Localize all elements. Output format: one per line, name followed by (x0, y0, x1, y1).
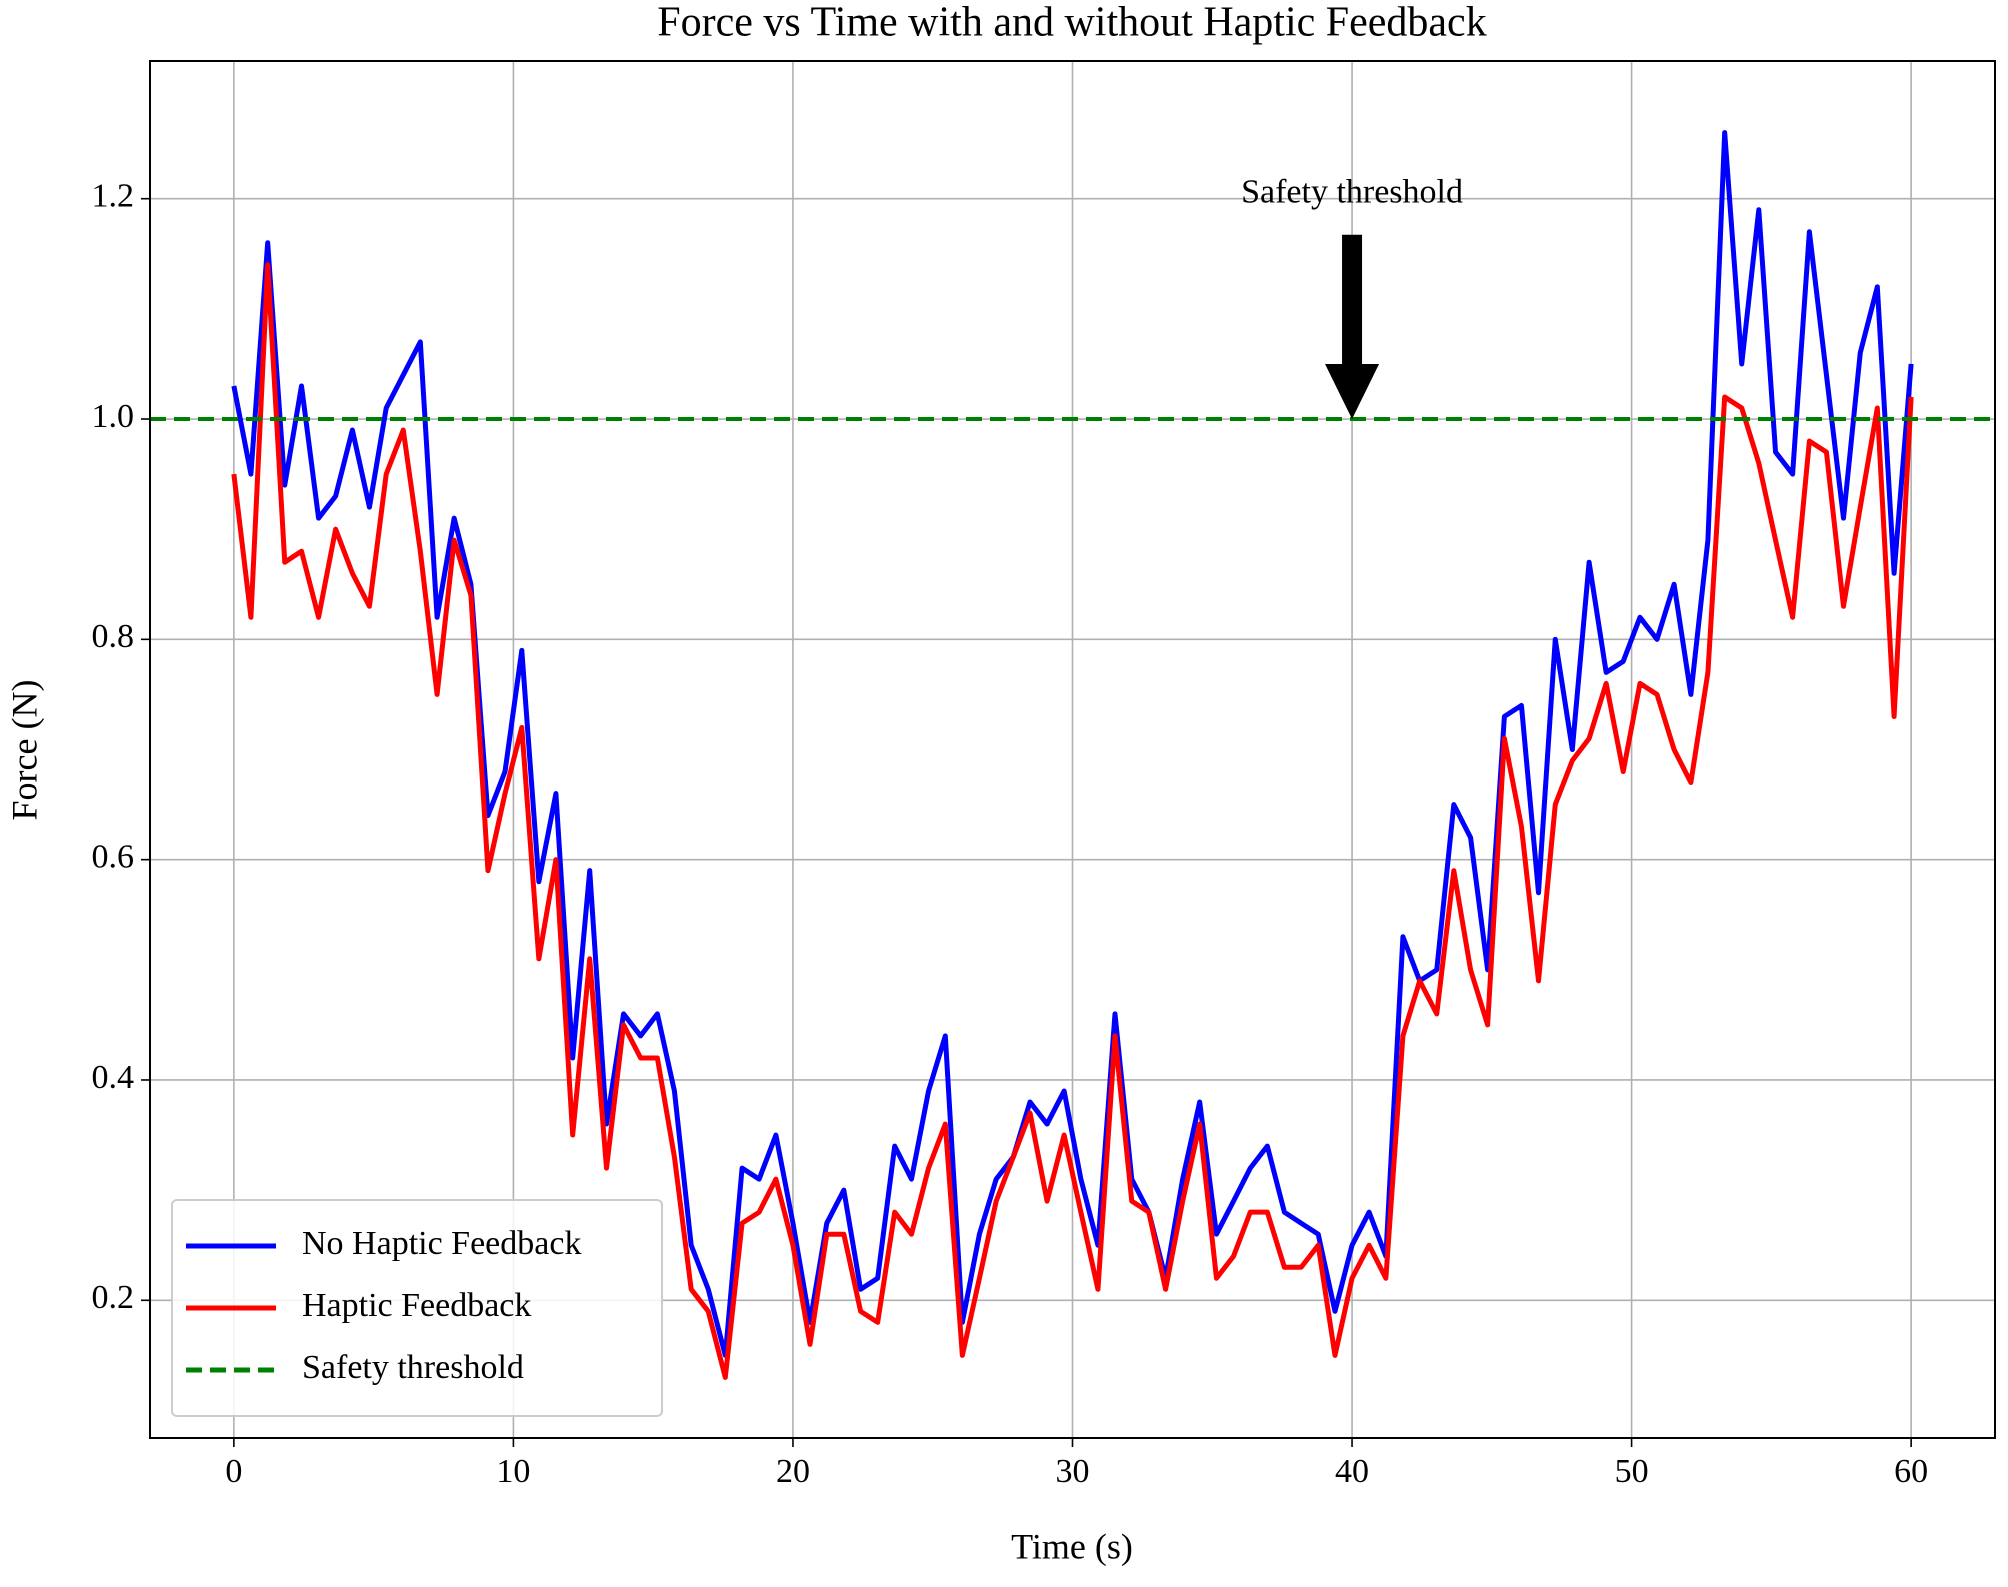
legend-box (171, 1199, 663, 1417)
legend-label: Safety threshold (302, 1349, 524, 1386)
series-line (231, 262, 1914, 1380)
y-tick-label: 0.4 (92, 1059, 135, 1096)
annotation-arrow (1325, 234, 1380, 420)
y-tick-label: 0.6 (92, 838, 135, 875)
series-line (231, 130, 1914, 1358)
y-tick-label: 0.2 (92, 1279, 135, 1316)
y-tick-label: 0.8 (92, 618, 135, 655)
x-tick-label: 20 (776, 1453, 810, 1490)
x-axis-label: Time (s) (1011, 1526, 1133, 1566)
x-tick-label: 60 (1894, 1453, 1928, 1490)
legend-label: No Haptic Feedback (302, 1225, 581, 1262)
x-tick-label: 50 (1615, 1453, 1649, 1490)
plot-area (150, 130, 1995, 1380)
y-tick-label: 1.2 (92, 177, 135, 214)
axes-frame (149, 60, 1996, 1439)
annotation-text: Safety threshold (1241, 173, 1463, 210)
chart-title: Force vs Time with and without Haptic Fe… (657, 0, 1486, 46)
x-tick-label: 10 (496, 1453, 530, 1490)
x-tick-label: 30 (1056, 1453, 1090, 1490)
y-tick-label: 1.0 (92, 398, 135, 435)
x-tick-label: 40 (1335, 1453, 1369, 1490)
y-axis-label: Force (N) (4, 680, 44, 821)
x-tick-label: 0 (225, 1453, 242, 1490)
legend-label: Haptic Feedback (302, 1287, 531, 1324)
